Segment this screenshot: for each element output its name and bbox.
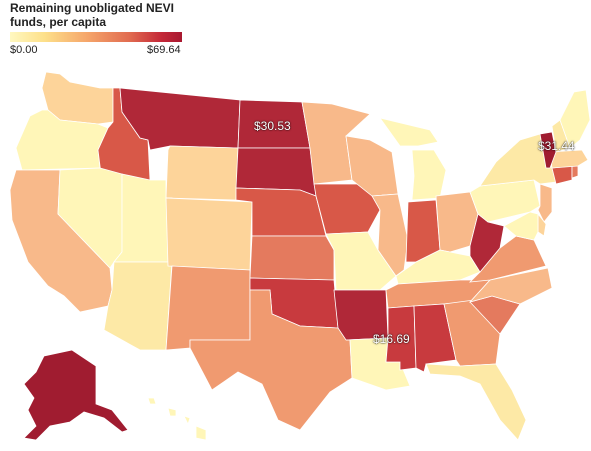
state-MO[interactable] [325,231,397,291]
state-WY[interactable] [165,145,239,201]
state-UT[interactable] [113,173,173,263]
state-AK[interactable] [23,349,129,441]
state-MI[interactable] [379,117,447,201]
state-MA[interactable] [549,149,589,169]
state-VA[interactable] [468,235,547,283]
map-title: Remaining unobligated NEVI funds, per ca… [10,1,175,29]
state-FL[interactable] [425,363,527,441]
label-ms: $16.69 [373,332,410,346]
legend-gradient [10,32,182,42]
state-MD[interactable] [503,211,539,241]
state-AZ[interactable] [103,261,173,351]
state-VT[interactable] [539,131,557,169]
state-HI[interactable] [147,397,207,441]
label-vt: $31.44 [538,139,575,153]
state-ME[interactable] [559,89,591,149]
state-KS[interactable] [249,235,335,281]
legend-max-label: $69.64 [147,44,181,56]
state-CT[interactable] [551,165,573,185]
state-CO[interactable] [165,197,253,271]
legend-min-label: $0.00 [10,44,38,56]
state-RI[interactable] [571,165,579,179]
state-NM[interactable] [165,265,251,351]
label-nd: $30.53 [254,119,291,133]
state-TX[interactable] [189,289,353,431]
